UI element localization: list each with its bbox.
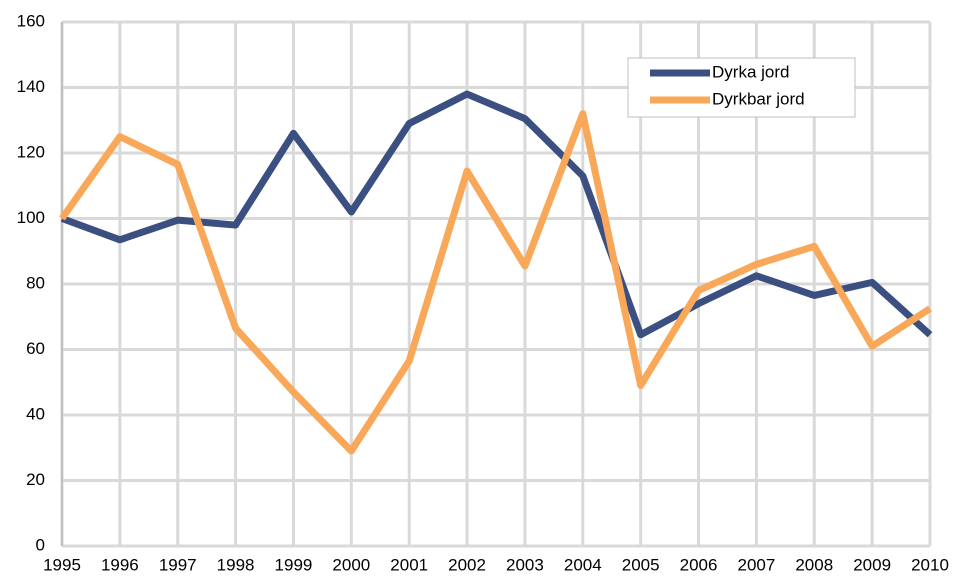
legend-box — [627, 57, 856, 118]
x-tick-label: 2004 — [564, 555, 602, 574]
x-tick-label: 1995 — [43, 555, 81, 574]
x-tick-label: 2008 — [795, 555, 833, 574]
x-tick-label: 2003 — [506, 555, 544, 574]
x-tick-label: 2005 — [622, 555, 660, 574]
x-tick-label: 2009 — [853, 555, 891, 574]
x-tick-label: 2001 — [390, 555, 428, 574]
y-tick-label: 80 — [26, 273, 45, 292]
y-tick-label: 140 — [17, 77, 45, 96]
legend-label: Dyrkbar jord — [712, 89, 805, 108]
x-tick-label: 2002 — [448, 555, 486, 574]
legend-label: Dyrka jord — [712, 62, 789, 81]
y-tick-label: 60 — [26, 339, 45, 358]
y-tick-label: 160 — [17, 11, 45, 30]
x-tick-label: 1998 — [217, 555, 255, 574]
y-tick-label: 40 — [26, 404, 45, 423]
y-tick-label: 100 — [17, 208, 45, 227]
x-tick-label: 2006 — [680, 555, 718, 574]
x-tick-label: 2007 — [737, 555, 775, 574]
y-tick-label: 0 — [36, 535, 45, 554]
line-series — [60, 90, 933, 339]
line-series — [59, 110, 932, 455]
x-tick-label: 1996 — [101, 555, 139, 574]
x-tick-label: 2000 — [332, 555, 370, 574]
x-tick-label: 1997 — [159, 555, 197, 574]
y-tick-label: 20 — [26, 470, 45, 489]
x-tick-label: 1999 — [275, 555, 313, 574]
y-tick-label: 120 — [17, 142, 45, 161]
x-tick-label: 2010 — [911, 555, 949, 574]
